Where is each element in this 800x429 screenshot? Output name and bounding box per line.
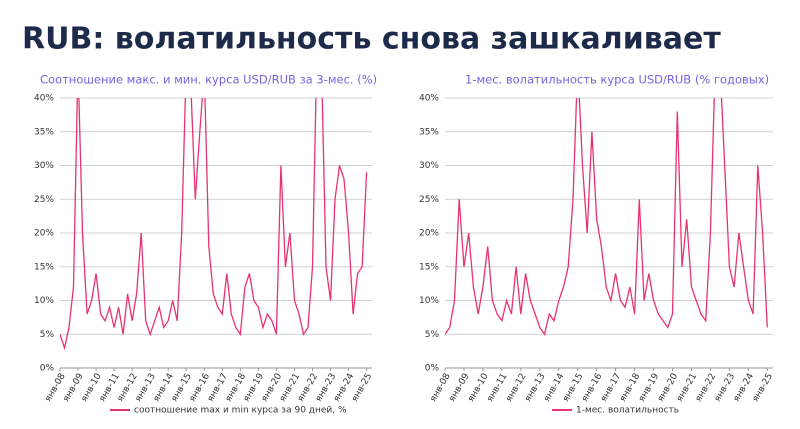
y-tick-label: 35% [34, 127, 54, 137]
chart-title: Соотношение макс. и мин. курса USD/RUB з… [40, 73, 377, 87]
y-tick-label: 40% [419, 94, 439, 104]
y-tick-label: 35% [419, 127, 439, 137]
y-tick-label: 15% [34, 262, 54, 272]
y-tick-label: 20% [419, 229, 439, 239]
y-tick-label: 15% [419, 262, 439, 272]
y-tick-label: 30% [34, 161, 54, 171]
legend-label: соотношение max и min курса за 90 дней, … [134, 406, 347, 416]
y-tick-label: 25% [34, 195, 54, 205]
line-series [445, 98, 768, 336]
y-tick-label: 5% [40, 330, 55, 340]
y-tick-label: 10% [419, 296, 439, 306]
chart-title: 1-мес. волатильность курса USD/RUB (% го… [465, 73, 769, 87]
legend-label: 1-мес. волатильность [576, 406, 679, 416]
y-tick-label: 25% [419, 195, 439, 205]
y-tick-label: 0% [40, 364, 55, 374]
y-tick-label: 30% [419, 161, 439, 171]
y-tick-label: 10% [34, 296, 54, 306]
line-series [60, 98, 368, 351]
page-title: RUB: волатильность снова зашкаливает [22, 22, 721, 57]
y-tick-label: 5% [425, 330, 440, 340]
y-tick-label: 0% [425, 364, 440, 374]
y-tick-label: 40% [34, 94, 54, 104]
y-tick-label: 20% [34, 229, 54, 239]
